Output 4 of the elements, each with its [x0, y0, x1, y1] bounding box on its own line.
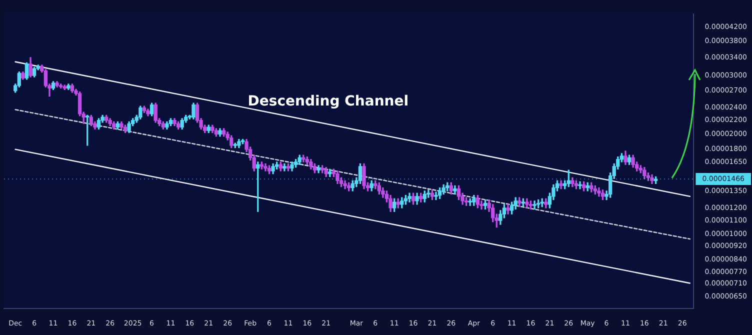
annotation: Descending Channel [248, 94, 409, 110]
candlestick [578, 181, 582, 190]
candlestick [532, 200, 536, 210]
candlestick [434, 192, 438, 200]
